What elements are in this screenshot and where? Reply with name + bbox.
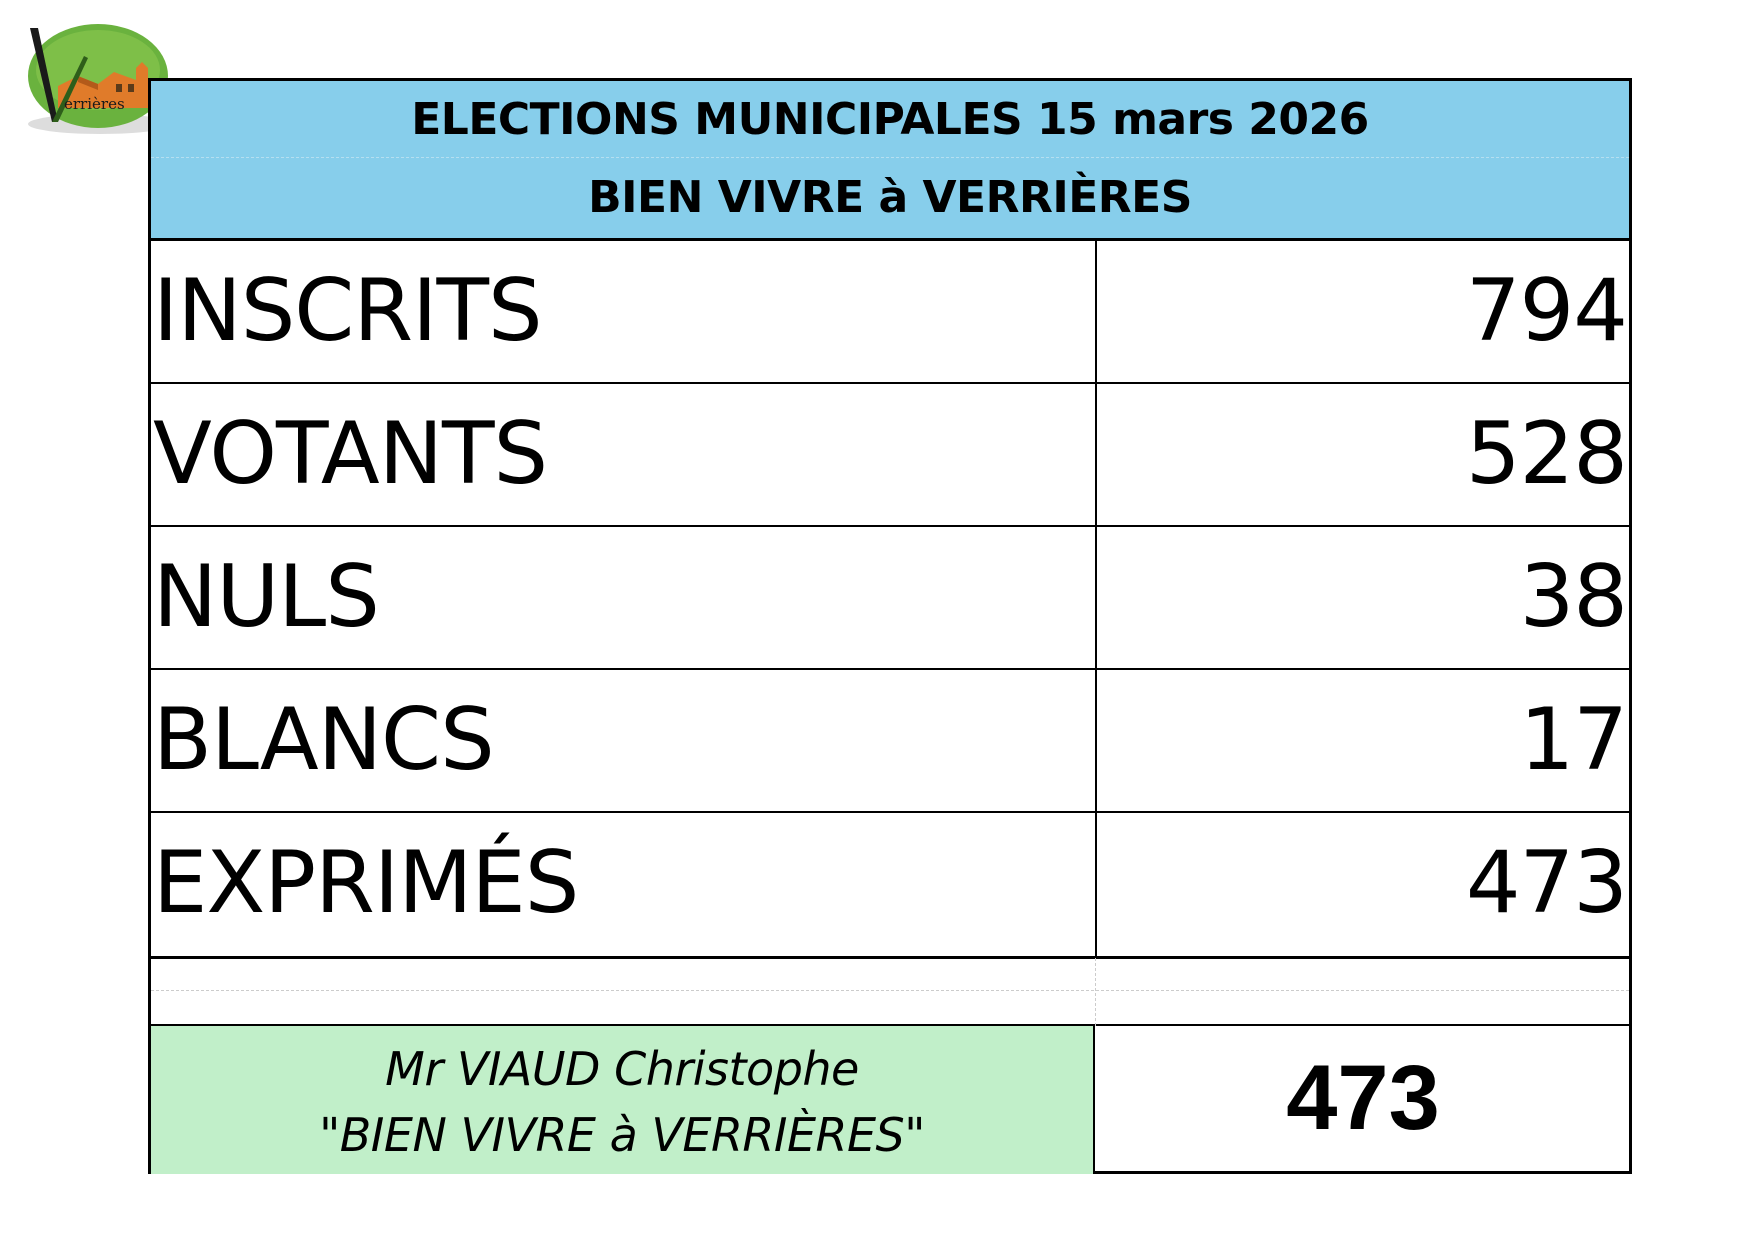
- row-inscrits: INSCRITS 794: [151, 241, 1629, 384]
- verrieres-village-logo-icon: errières: [28, 24, 172, 134]
- empty-spacer-row: [151, 958, 1629, 1026]
- header-band: ELECTIONS MUNICIPALES 15 mars 2026 BIEN …: [151, 81, 1629, 241]
- page-subtitle: BIEN VIVRE à VERRIÈRES: [588, 172, 1192, 223]
- candidate-list: "BIEN VIVRE à VERRIÈRES": [319, 1108, 925, 1162]
- candidate-name: Mr VIAUD Christophe: [385, 1042, 859, 1096]
- candidate-votes: 473: [1286, 1047, 1440, 1149]
- row-votants: VOTANTS 528: [151, 384, 1629, 527]
- row-value: 17: [1519, 690, 1628, 790]
- candidate-cell: Mr VIAUD Christophe "BIEN VIVRE à VERRIÈ…: [151, 1026, 1095, 1174]
- header-divider: [151, 157, 1629, 158]
- column-divider: [1095, 241, 1097, 958]
- row-blancs: BLANCS 17: [151, 670, 1629, 813]
- verrieres-logo: errières: [18, 18, 196, 148]
- row-label: NULS: [153, 547, 380, 647]
- row-exprimes: EXPRIMÉS 473: [151, 813, 1629, 958]
- spacer-divider: [151, 990, 1629, 991]
- page-title: ELECTIONS MUNICIPALES 15 mars 2026: [411, 94, 1369, 145]
- row-value: 528: [1465, 404, 1628, 504]
- row-label: VOTANTS: [153, 404, 548, 504]
- row-nuls: NULS 38: [151, 527, 1629, 670]
- row-label: INSCRITS: [153, 261, 543, 361]
- candidate-votes-cell: 473: [1097, 1026, 1629, 1174]
- row-value: 473: [1465, 833, 1628, 933]
- row-value: 794: [1465, 261, 1628, 361]
- row-value: 38: [1519, 547, 1628, 647]
- row-label: BLANCS: [153, 690, 495, 790]
- results-sheet: ELECTIONS MUNICIPALES 15 mars 2026 BIEN …: [148, 78, 1632, 1174]
- row-label: EXPRIMÉS: [153, 833, 579, 933]
- spacer-column-divider: [1095, 958, 1096, 1026]
- logo-text: errières: [64, 95, 125, 113]
